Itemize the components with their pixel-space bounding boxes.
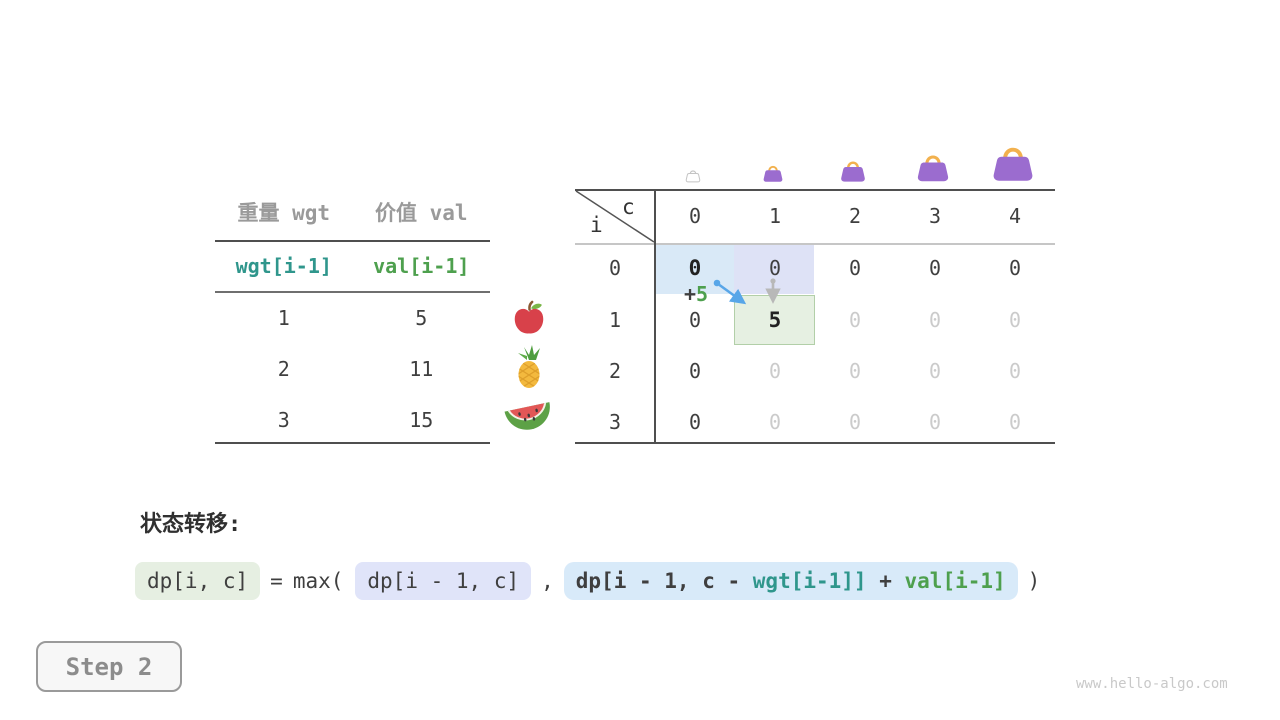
dp-cell: 5: [768, 308, 782, 332]
items-table-top-rule: [215, 240, 490, 242]
step-button[interactable]: Step 2: [36, 641, 182, 692]
dp-cell: 0: [768, 359, 782, 383]
dp-row-2: 2 0 0 0 0 0: [575, 346, 1055, 396]
dp-column-headers: 0 1 2 3 4: [655, 204, 1055, 228]
dp-cell: 0: [768, 256, 782, 280]
col-header: 4: [1008, 204, 1022, 228]
take-prefix: dp[i - 1, c -: [575, 569, 753, 593]
dp-cell: 0: [1008, 410, 1022, 434]
handbag-icon: [841, 161, 865, 182]
col-header: 2: [848, 204, 862, 228]
row-header: 2: [608, 359, 622, 383]
item-weight: 3: [277, 408, 290, 432]
handbag-icon: [685, 170, 701, 183]
item-value: 15: [409, 408, 434, 432]
item-value: 5: [415, 306, 428, 330]
dp-cell: 0: [1008, 359, 1022, 383]
col-variable-label: c: [622, 195, 635, 219]
item-value: 11: [409, 357, 434, 381]
value-column-header: 价值 val: [374, 201, 468, 225]
take-option-chip: dp[i - 1, c - wgt[i-1]] + val[i-1]: [563, 562, 1018, 600]
watermark: www.hello-algo.com: [1076, 676, 1228, 692]
dp-cell: 0: [848, 410, 862, 434]
col-header: 0: [688, 204, 702, 228]
dp-cell: 0: [688, 359, 702, 383]
row-variable-label: i: [590, 213, 603, 237]
col-header: 3: [928, 204, 942, 228]
dp-cell: 0: [688, 256, 702, 280]
val-index-label: val[i-1]: [373, 254, 470, 278]
pineapple-icon: [518, 345, 540, 388]
max-open: max(: [292, 569, 344, 593]
plus-sign: +: [684, 282, 697, 306]
transition-formula: dp[i, c] = max( dp[i - 1, c] , dp[i - 1,…: [135, 559, 1040, 603]
item-weight: 1: [277, 306, 290, 330]
handbag-icon: [763, 165, 783, 182]
keep-option-chip: dp[i - 1, c]: [355, 562, 532, 600]
handbag-icon: [993, 147, 1033, 181]
row-header: 0: [608, 256, 622, 280]
dp-cell: 0: [688, 308, 702, 332]
dp-cell: 0: [928, 359, 942, 383]
dp-cell: 0: [848, 359, 862, 383]
dp-row-0: 0 0 0 0 0 0: [575, 243, 1055, 293]
dp-row-3: 3 0 0 0 0 0: [575, 397, 1055, 447]
dp-cell: 0: [928, 308, 942, 332]
item-weight: 2: [277, 357, 290, 381]
items-table-index-row: wgt[i-1] val[i-1]: [215, 254, 490, 278]
result-chip: dp[i, c]: [135, 562, 261, 600]
plus-operator: +: [866, 569, 905, 593]
close-paren: ): [1027, 569, 1041, 593]
dp-table-header-rule: [575, 243, 1055, 245]
transition-arrows: [713, 278, 781, 305]
dp-cell: 0: [848, 308, 862, 332]
equals-sign: =: [270, 569, 283, 593]
keep-arrow-icon: [765, 278, 781, 304]
dp-cell: 0: [1008, 308, 1022, 332]
take-arrow-icon: [713, 279, 747, 305]
col-header: 1: [768, 204, 782, 228]
dp-cell: 0: [1008, 256, 1022, 280]
wgt-index-label: wgt[i-1]: [235, 254, 332, 278]
plus-value-annotation: +5: [684, 282, 708, 306]
item-row-3: 3 15: [215, 408, 490, 432]
dp-cell: 0: [688, 410, 702, 434]
dp-table-axis-line: [654, 190, 656, 443]
val-term: val[i-1]: [904, 569, 1006, 593]
state-transition-label: 状态转移:: [140, 512, 242, 537]
row-header: 1: [608, 308, 622, 332]
items-table-header-row: 重量 wgt 价值 val: [215, 197, 490, 227]
apple-icon: [514, 300, 544, 334]
dp-table-top-rule: [575, 189, 1055, 191]
items-table-bottom-rule: [215, 442, 490, 444]
dp-cell: 0: [768, 410, 782, 434]
dp-cell: 0: [928, 256, 942, 280]
row-header: 3: [608, 410, 622, 434]
comma: ,: [541, 569, 554, 593]
handbag-icon: [917, 155, 949, 182]
wgt-term: wgt[i-1]]: [752, 569, 867, 593]
watermelon-icon: [504, 402, 550, 430]
item-row-1: 1 5: [215, 306, 490, 330]
dp-cell: 0: [928, 410, 942, 434]
items-table-mid-rule: [215, 291, 490, 293]
dp-cell: 0: [848, 256, 862, 280]
corner-diagonal-line: [575, 190, 655, 243]
dp-row-1: 1 0 5 0 0 0: [575, 295, 1055, 345]
dp-table-bottom-rule: [575, 442, 1055, 444]
weight-column-header: 重量 wgt: [237, 201, 331, 225]
item-row-2: 2 11: [215, 357, 490, 381]
added-value: 5: [696, 282, 709, 306]
